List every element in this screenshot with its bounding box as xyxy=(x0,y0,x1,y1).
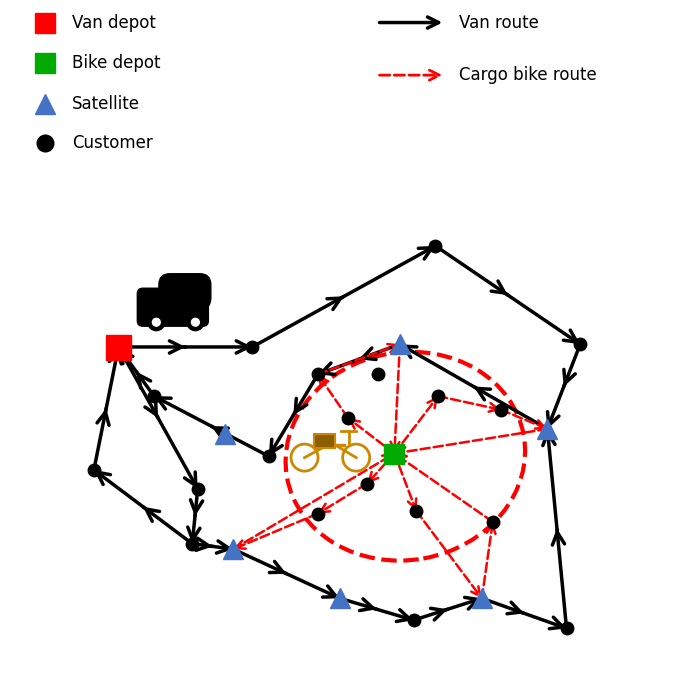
Text: Van route: Van route xyxy=(459,14,539,31)
Text: Van depot: Van depot xyxy=(72,14,155,31)
Circle shape xyxy=(148,313,164,331)
Circle shape xyxy=(187,313,204,331)
FancyBboxPatch shape xyxy=(314,434,335,448)
FancyBboxPatch shape xyxy=(159,274,211,309)
Circle shape xyxy=(192,318,199,326)
Text: Cargo bike route: Cargo bike route xyxy=(459,66,597,84)
Text: Satellite: Satellite xyxy=(72,95,140,113)
Text: Bike depot: Bike depot xyxy=(72,54,160,72)
Circle shape xyxy=(152,318,160,326)
Text: Customer: Customer xyxy=(72,134,153,152)
FancyBboxPatch shape xyxy=(137,288,208,326)
